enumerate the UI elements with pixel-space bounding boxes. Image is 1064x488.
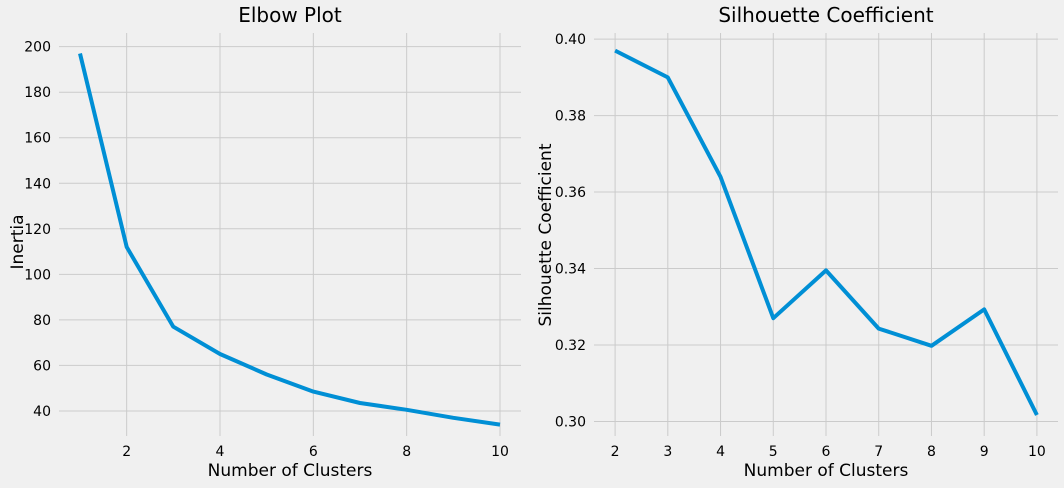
silhouette-y-tick-label: 0.32	[555, 338, 586, 354]
silhouette-x-tick-label: 9	[980, 444, 989, 460]
elbow-y-tick-label: 180	[24, 85, 51, 101]
elbow-y-tick-label: 100	[24, 267, 51, 283]
silhouette-x-tick-label: 7	[874, 444, 883, 460]
elbow-x-tick-label: 8	[402, 444, 411, 460]
silhouette-x-tick-label: 10	[1028, 444, 1046, 460]
silhouette-x-tick-label: 6	[822, 444, 831, 460]
elbow-y-tick-label: 60	[33, 358, 51, 374]
elbow-y-tick-label: 80	[33, 313, 51, 329]
elbow-y-tick-label: 40	[33, 404, 51, 420]
elbow-x-tick-label: 6	[309, 444, 318, 460]
silhouette-x-tick-label: 8	[927, 444, 936, 460]
silhouette-x-tick-label: 4	[716, 444, 725, 460]
silhouette-x-tick-label: 3	[663, 444, 672, 460]
elbow-y-tick-label: 120	[24, 222, 51, 238]
elbow-y-tick-label: 160	[24, 131, 51, 147]
elbow-plot-title: Elbow Plot	[238, 3, 342, 27]
elbow-plot-panel: Elbow Plot Number of Clusters Inertia 2 4…	[8, 3, 521, 481]
elbow-series-line	[78, 53, 501, 427]
elbow-y-tick-label: 200	[24, 40, 51, 56]
elbow-plot-x-axis-label: Number of Clusters	[208, 461, 373, 481]
silhouette-series-line	[614, 48, 1039, 416]
silhouette-x-tick-label: 2	[611, 444, 620, 460]
silhouette-x-tick-label: 5	[769, 444, 778, 460]
silhouette-y-tick-label: 0.36	[555, 185, 586, 201]
elbow-x-tick-label: 2	[122, 444, 131, 460]
silhouette-plot-x-axis-label: Number of Clusters	[744, 461, 909, 481]
elbow-x-tick-label: 4	[216, 444, 225, 460]
silhouette-y-tick-label: 0.30	[555, 414, 586, 430]
silhouette-plot-panel: Silhouette Coefficient Number of Cluster…	[536, 3, 1058, 481]
silhouette-plot-title: Silhouette Coefficient	[718, 3, 933, 27]
silhouette-plot-y-axis-label: Silhouette Coefficient	[536, 143, 556, 326]
elbow-plot-y-axis-label: Inertia	[8, 214, 28, 269]
elbow-y-tick-label: 140	[24, 176, 51, 192]
silhouette-y-tick-label: 0.40	[555, 32, 586, 48]
silhouette-y-tick-label: 0.38	[555, 109, 586, 125]
elbow-x-tick-label: 10	[491, 444, 509, 460]
silhouette-y-tick-label: 0.34	[555, 262, 586, 278]
